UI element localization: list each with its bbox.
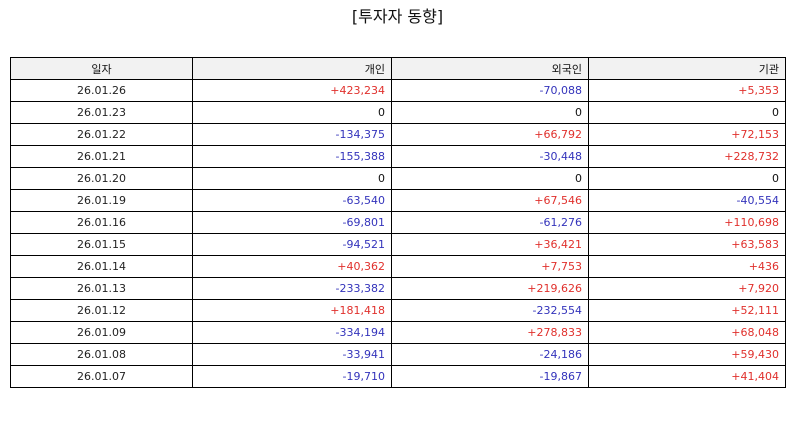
cell-date: 26.01.26: [10, 79, 193, 102]
table-row: 26.01.22 -134,375 +66,792 +72,153: [10, 123, 786, 146]
cell-date: 26.01.19: [10, 189, 193, 212]
cell-foreign: -19,867: [391, 365, 589, 388]
table-row: 26.01.14 +40,362 +7,753 +436: [10, 255, 786, 278]
header-date: 일자: [10, 57, 193, 80]
header-foreign: 외국인: [391, 57, 589, 80]
cell-date: 26.01.14: [10, 255, 193, 278]
cell-date: 26.01.20: [10, 167, 193, 190]
cell-date: 26.01.15: [10, 233, 193, 256]
cell-foreign: -61,276: [391, 211, 589, 234]
table-row: 26.01.07 -19,710 -19,867 +41,404: [10, 365, 786, 388]
cell-foreign: +278,833: [391, 321, 589, 344]
cell-individual: -94,521: [192, 233, 392, 256]
cell-date: 26.01.22: [10, 123, 193, 146]
table-row: 26.01.08 -33,941 -24,186 +59,430: [10, 343, 786, 366]
header-individual: 개인: [192, 57, 392, 80]
cell-foreign: -30,448: [391, 145, 589, 168]
cell-date: 26.01.09: [10, 321, 193, 344]
cell-institution: +52,111: [588, 299, 786, 322]
table-row: 26.01.26 +423,234 -70,088 +5,353: [10, 79, 786, 102]
table-row: 26.01.12 +181,418 -232,554 +52,111: [10, 299, 786, 322]
cell-institution: -40,554: [588, 189, 786, 212]
cell-date: 26.01.13: [10, 277, 193, 300]
table-body: 26.01.26 +423,234 -70,088 +5,353 26.01.23 0 0 0…: [10, 79, 786, 388]
cell-institution: +436: [588, 255, 786, 278]
cell-foreign: 0: [391, 167, 589, 190]
cell-individual: +40,362: [192, 255, 392, 278]
cell-individual: -134,375: [192, 123, 392, 146]
cell-individual: -69,801: [192, 211, 392, 234]
table-row: 26.01.09 -334,194 +278,833 +68,048: [10, 321, 786, 344]
cell-individual: -334,194: [192, 321, 392, 344]
header-institution: 기관: [588, 57, 786, 80]
cell-date: 26.01.12: [10, 299, 193, 322]
table-header-row: 일자 개인 외국인 기관: [10, 57, 786, 80]
cell-date: 26.01.08: [10, 343, 193, 366]
cell-institution: +41,404: [588, 365, 786, 388]
cell-institution: +228,732: [588, 145, 786, 168]
cell-foreign: -232,554: [391, 299, 589, 322]
cell-institution: 0: [588, 167, 786, 190]
page-title: [투자자 동향]: [351, 7, 444, 26]
cell-individual: +423,234: [192, 79, 392, 102]
cell-date: 26.01.16: [10, 211, 193, 234]
cell-institution: +63,583: [588, 233, 786, 256]
cell-foreign: -24,186: [391, 343, 589, 366]
cell-individual: 0: [192, 101, 392, 124]
table-row: 26.01.13 -233,382 +219,626 +7,920: [10, 277, 786, 300]
cell-individual: -33,941: [192, 343, 392, 366]
cell-institution: +68,048: [588, 321, 786, 344]
investor-trend-table: 일자 개인 외국인 기관 26.01.26 +423,234 -70,088 +5,3…: [10, 57, 786, 388]
cell-individual: -19,710: [192, 365, 392, 388]
cell-foreign: +219,626: [391, 277, 589, 300]
cell-date: 26.01.23: [10, 101, 193, 124]
cell-institution: +72,153: [588, 123, 786, 146]
cell-foreign: +67,546: [391, 189, 589, 212]
cell-foreign: -70,088: [391, 79, 589, 102]
cell-individual: -233,382: [192, 277, 392, 300]
cell-institution: +5,353: [588, 79, 786, 102]
table-row: 26.01.19 -63,540 +67,546 -40,554: [10, 189, 786, 212]
table-row: 26.01.20 0 0 0: [10, 167, 786, 190]
cell-individual: 0: [192, 167, 392, 190]
cell-individual: +181,418: [192, 299, 392, 322]
cell-individual: -155,388: [192, 145, 392, 168]
cell-foreign: +66,792: [391, 123, 589, 146]
cell-date: 26.01.07: [10, 365, 193, 388]
cell-institution: 0: [588, 101, 786, 124]
cell-foreign: 0: [391, 101, 589, 124]
cell-institution: +7,920: [588, 277, 786, 300]
table-row: 26.01.16 -69,801 -61,276 +110,698: [10, 211, 786, 234]
cell-institution: +110,698: [588, 211, 786, 234]
table-row: 26.01.15 -94,521 +36,421 +63,583: [10, 233, 786, 256]
cell-individual: -63,540: [192, 189, 392, 212]
cell-institution: +59,430: [588, 343, 786, 366]
table-row: 26.01.23 0 0 0: [10, 101, 786, 124]
cell-date: 26.01.21: [10, 145, 193, 168]
cell-foreign: +36,421: [391, 233, 589, 256]
table-row: 26.01.21 -155,388 -30,448 +228,732: [10, 145, 786, 168]
cell-foreign: +7,753: [391, 255, 589, 278]
